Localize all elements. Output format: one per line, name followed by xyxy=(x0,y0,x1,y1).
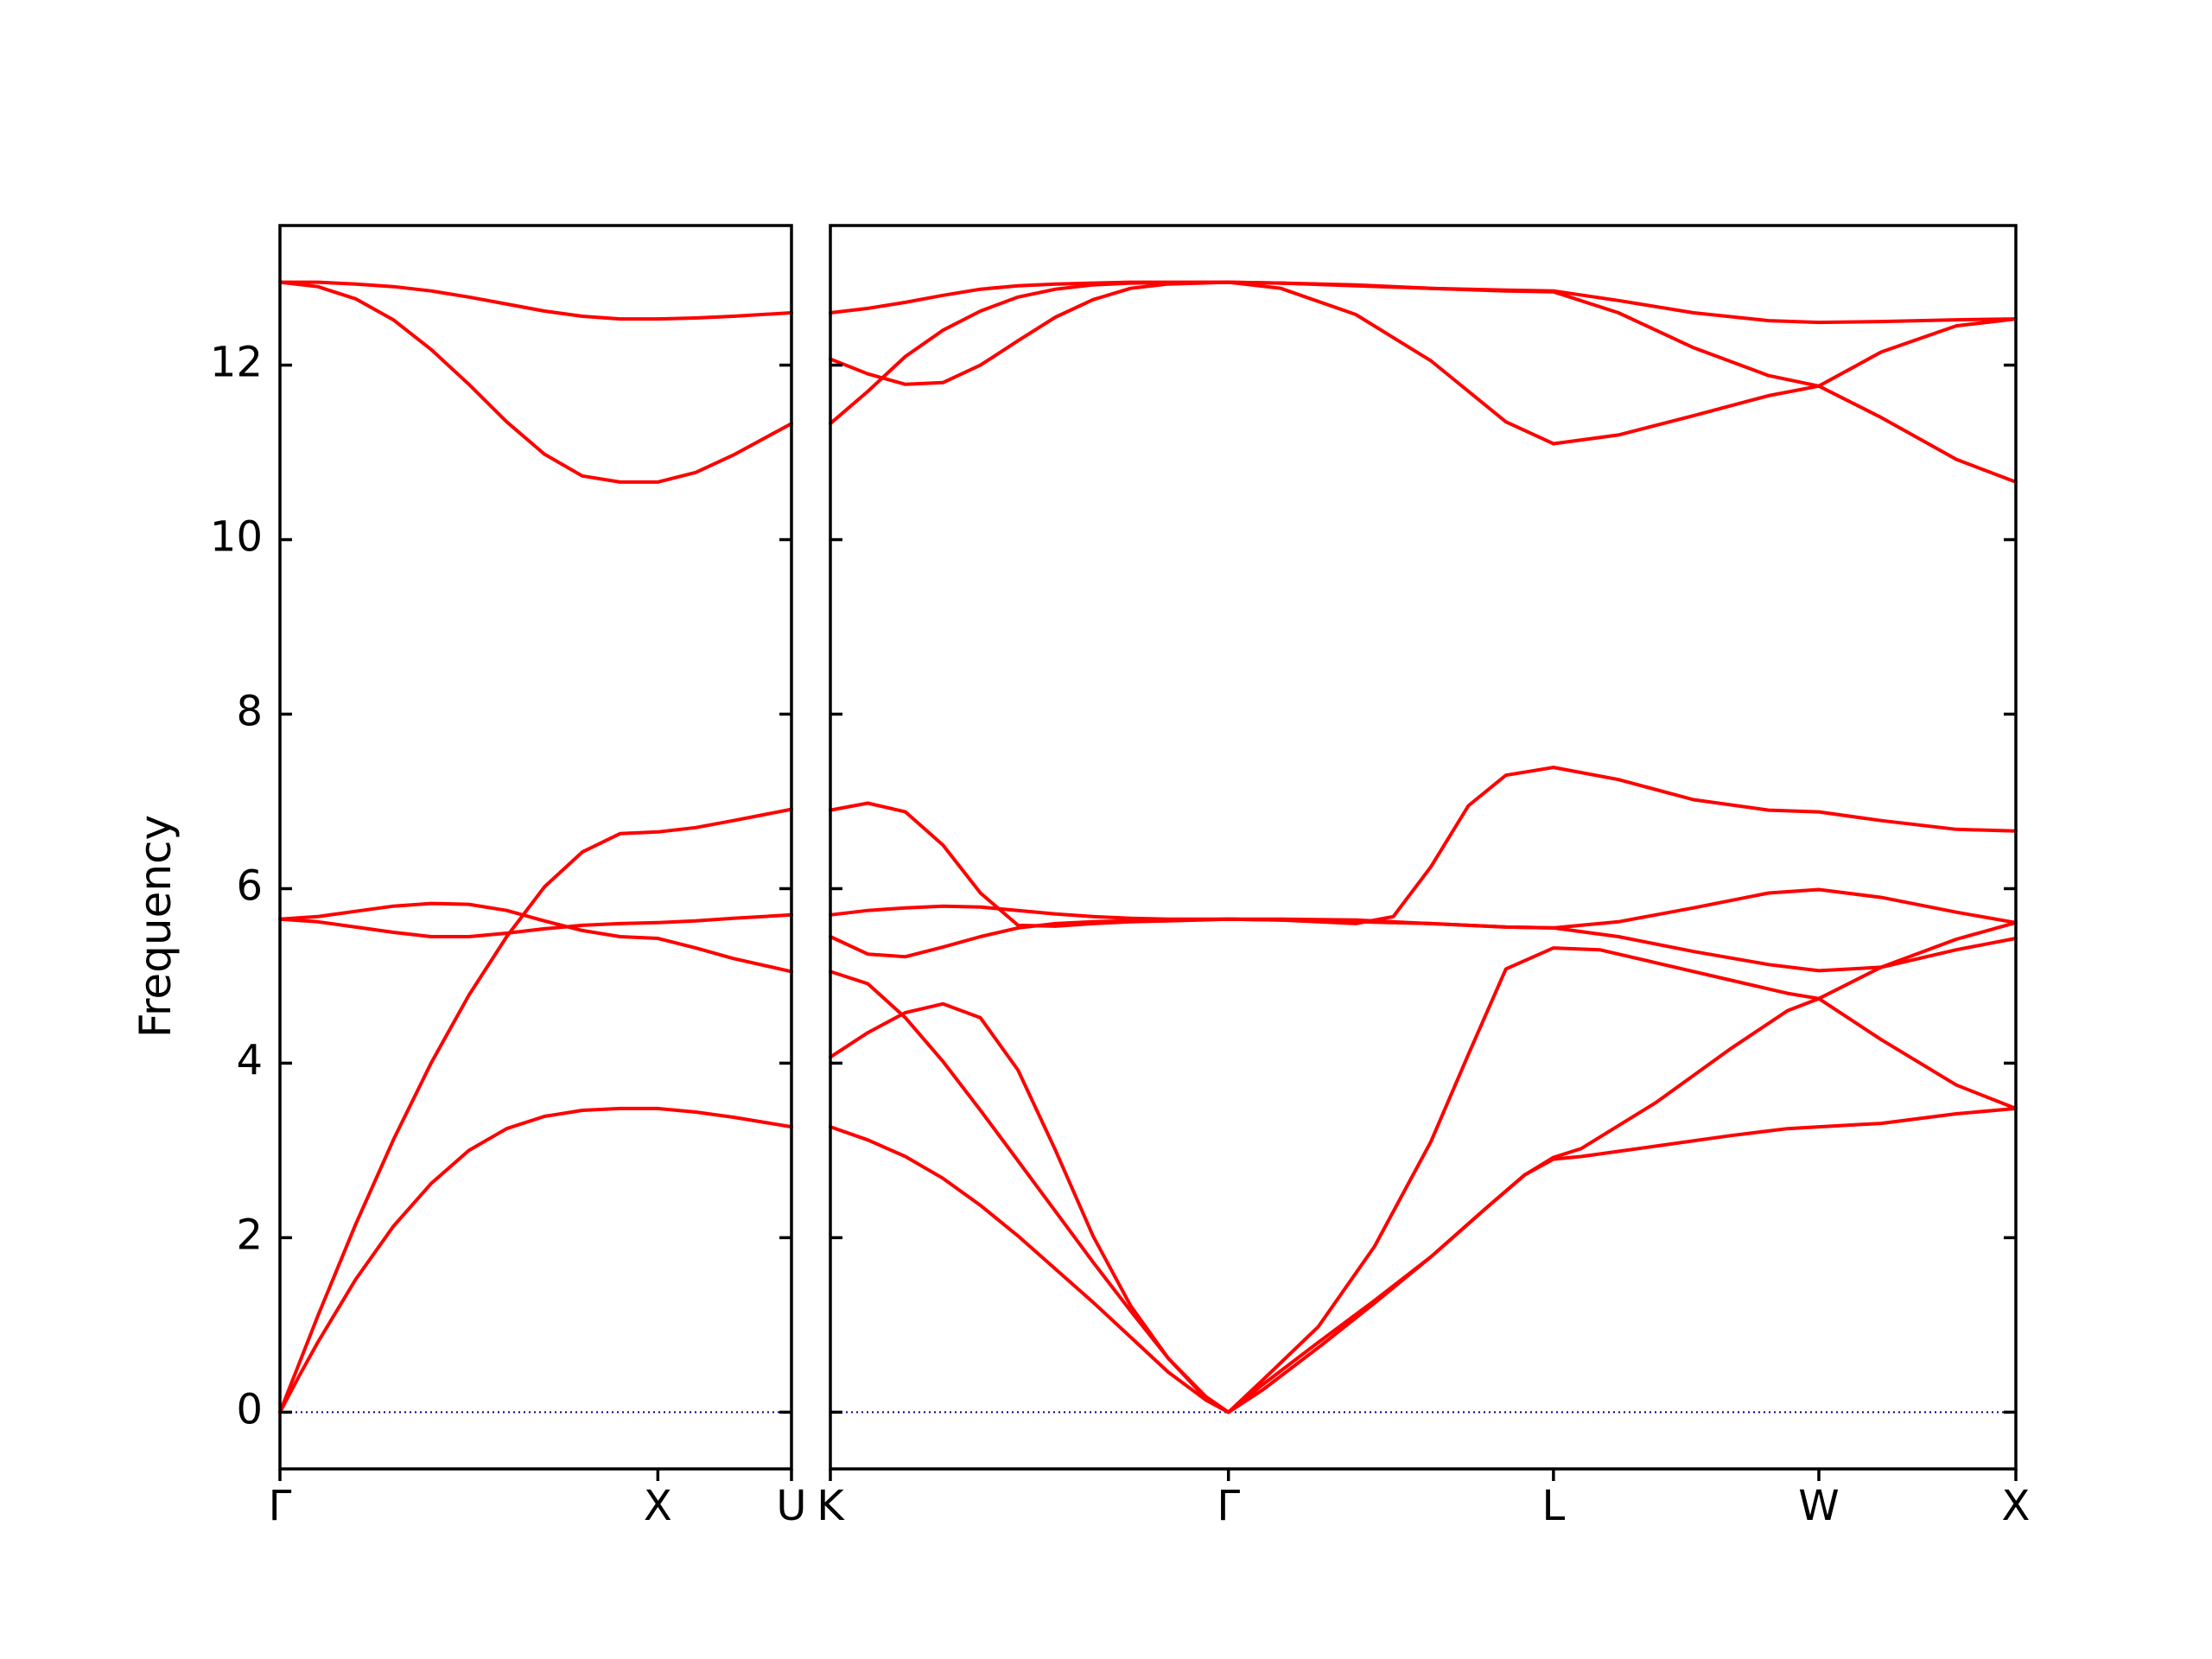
y-axis-label: Frequency xyxy=(130,815,181,1038)
band-1-0 xyxy=(829,1106,2018,1414)
x-tick-label-0-0: Γ xyxy=(269,1482,292,1530)
band-1-1 xyxy=(829,946,2018,1414)
band-1-4 xyxy=(829,766,2018,928)
band-0-5 xyxy=(278,280,793,321)
plot-frame-1 xyxy=(829,224,2018,1471)
y-tick-label-5: 10 xyxy=(210,513,263,562)
x-tick-label-1-4: X xyxy=(2002,1482,2031,1530)
band-0-2 xyxy=(278,912,793,938)
band-1-8 xyxy=(829,280,2018,325)
y-tick-label-1: 2 xyxy=(236,1211,263,1259)
x-tick-label-0-1: X xyxy=(644,1482,672,1530)
band-0-3 xyxy=(278,901,793,974)
y-tick-label-2: 4 xyxy=(236,1036,263,1084)
y-tick-label-3: 6 xyxy=(236,861,263,910)
x-tick-label-1-2: L xyxy=(1541,1482,1565,1530)
band-1-2 xyxy=(829,920,2018,1414)
y-tick-label-4: 8 xyxy=(236,688,263,736)
x-tick-label-1-0: K xyxy=(817,1482,845,1530)
band-0-0 xyxy=(278,1106,793,1414)
y-tick-label-0: 0 xyxy=(236,1385,263,1433)
x-tick-label-0-2: U xyxy=(776,1482,806,1530)
band-0-1 xyxy=(278,807,793,1414)
y-tick-label-6: 12 xyxy=(210,339,263,387)
y-axis-tick-labels: 0 2 4 6 8 10 12 xyxy=(210,339,263,1434)
band-1-3 xyxy=(829,917,2018,973)
x-tick-label-1-1: Γ xyxy=(1217,1482,1240,1530)
plot-frame-0 xyxy=(278,224,793,1471)
x-tick-label-1-3: W xyxy=(1798,1482,1839,1530)
band-1-6 xyxy=(829,280,2018,484)
band-1-5 xyxy=(829,887,2018,930)
band-0-4 xyxy=(278,280,793,484)
band-1-7 xyxy=(829,280,2018,426)
